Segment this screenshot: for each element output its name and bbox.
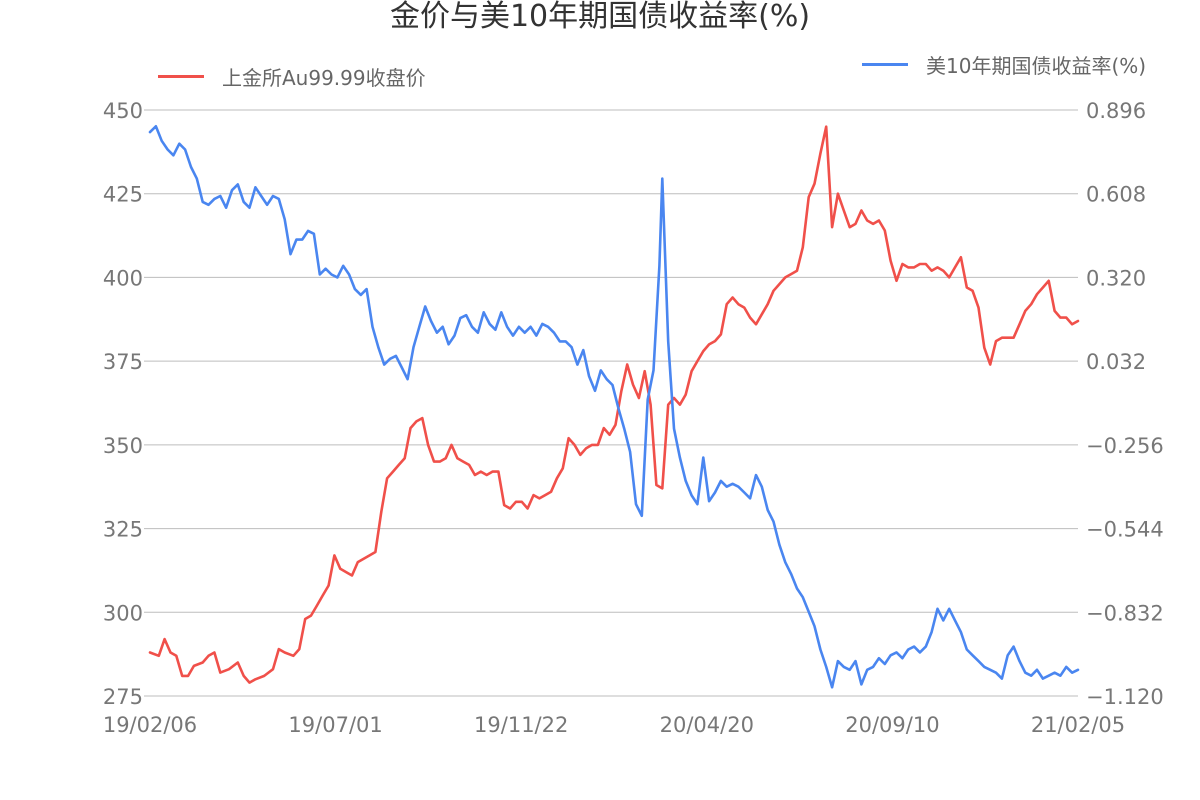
left-tick-label: 275 [103, 685, 143, 709]
right-tick-label: 0.032 [1086, 350, 1146, 374]
right-axis: 0.896 0.608 0.320 0.032 −0.256 −0.544 −0.832 −1… [1086, 99, 1164, 709]
chart-title: 金价与美10年期国债收益率(%) [389, 0, 811, 34]
left-tick-label: 450 [103, 99, 143, 123]
series-line-gold-price[interactable] [148, 125, 1080, 684]
legend-label-gold: 上金所Au99.99收盘价 [222, 66, 426, 90]
left-axis: 450 425 400 375 350 325 300 275 [103, 99, 143, 709]
left-tick-label: 375 [103, 350, 143, 374]
x-tick-label: 19/07/01 [288, 713, 382, 737]
left-tick-label: 325 [103, 518, 143, 542]
left-tick-label: 350 [103, 434, 143, 458]
left-tick-label: 400 [103, 266, 143, 290]
x-axis: 19/02/06 19/07/01 19/11/22 20/04/20 20/09/10… [103, 713, 1125, 737]
left-tick-label: 300 [103, 601, 143, 625]
grid-lines [144, 109, 1078, 697]
legend-item-gold-price[interactable]: 上金所Au99.99收盘价 [158, 62, 426, 91]
legend-swatch-gold [158, 75, 204, 78]
x-tick-label: 21/02/05 [1031, 713, 1125, 737]
right-tick-label: −0.544 [1086, 518, 1164, 542]
x-tick-label: 19/11/22 [474, 713, 568, 737]
right-tick-label: −0.256 [1086, 434, 1164, 458]
right-tick-label: −0.832 [1086, 601, 1164, 625]
x-tick-label: 20/09/10 [845, 713, 939, 737]
series-lines [148, 125, 1080, 689]
legend-swatch-yield [862, 63, 908, 66]
right-tick-label: −1.120 [1086, 685, 1164, 709]
left-tick-label: 425 [103, 183, 143, 207]
series-line-treasury-yield[interactable] [148, 125, 1080, 689]
x-tick-label: 20/04/20 [660, 713, 754, 737]
legend-item-treasury-yield[interactable]: 美10年期国债收益率(%) [862, 50, 1146, 79]
right-tick-label: 0.608 [1086, 183, 1146, 207]
right-tick-label: 0.320 [1086, 266, 1146, 290]
legend-label-yield: 美10年期国债收益率(%) [926, 54, 1147, 78]
right-tick-label: 0.896 [1086, 99, 1146, 123]
x-tick-label: 19/02/06 [103, 713, 197, 737]
